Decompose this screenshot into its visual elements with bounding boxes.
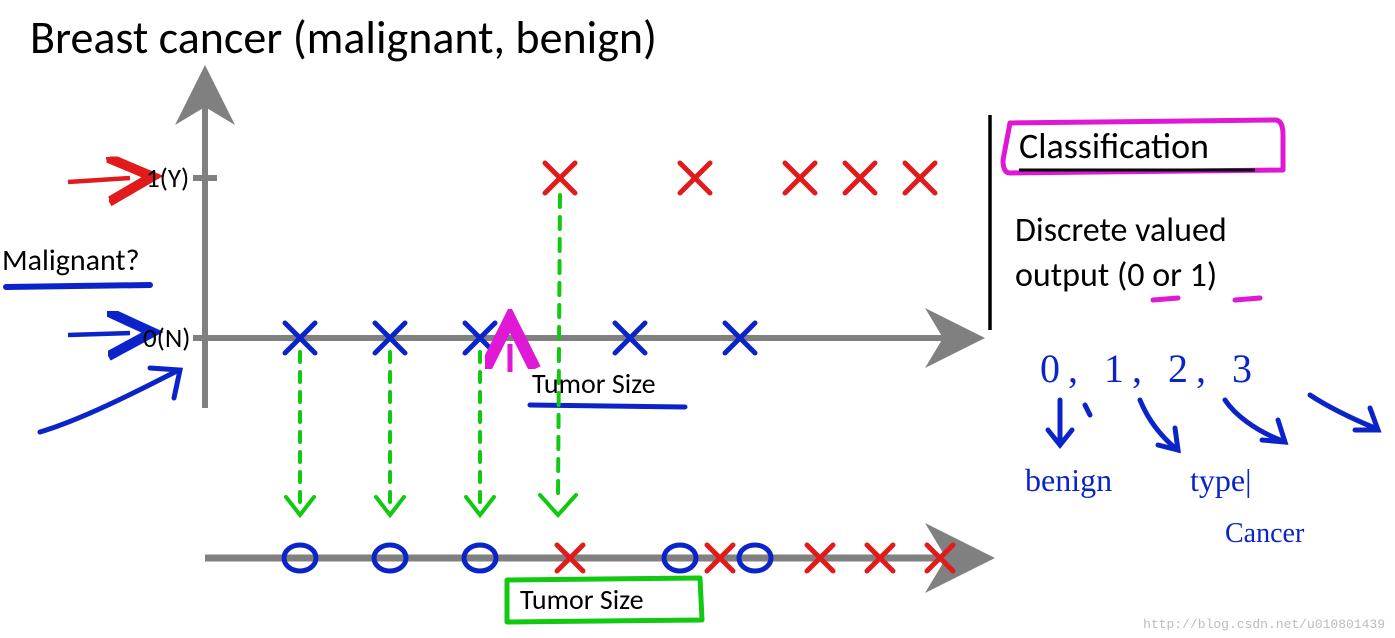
discrete-line-2: output (0 or 1)	[1015, 255, 1217, 296]
discrete-line-1: Discrete valued	[1015, 210, 1227, 251]
green-projection-lines	[286, 352, 494, 515]
upper-chart-axes	[193, 95, 955, 408]
diagram-canvas	[0, 0, 1395, 638]
big-blue-arrow	[40, 368, 180, 432]
underline-zero	[1153, 298, 1178, 300]
hand-numbers: 0, 1, 2, 3	[1040, 345, 1260, 392]
malignant-question: Malignant?	[2, 242, 139, 279]
malignant-underline	[6, 285, 150, 287]
y0-label: 0(N)	[143, 322, 191, 355]
classification-heading: Classification	[1019, 124, 1209, 168]
hand-benign: benign	[1025, 462, 1112, 499]
green-solid-line	[540, 195, 576, 515]
watermark: http://blog.csdn.net/u010801439	[1143, 617, 1385, 632]
hand-arrows	[1048, 395, 1378, 450]
malignant-markers-upper	[545, 163, 935, 193]
hand-cancer: Cancer	[1225, 518, 1304, 550]
tumor-size-underline-upper	[530, 405, 685, 407]
tumor-size-label-lower: Tumor Size	[520, 582, 644, 617]
y1-label: 1(Y)	[146, 162, 189, 195]
hand-type: type|	[1190, 462, 1252, 499]
tumor-size-label-upper: Tumor Size	[532, 366, 656, 401]
underline-one	[1235, 298, 1260, 300]
